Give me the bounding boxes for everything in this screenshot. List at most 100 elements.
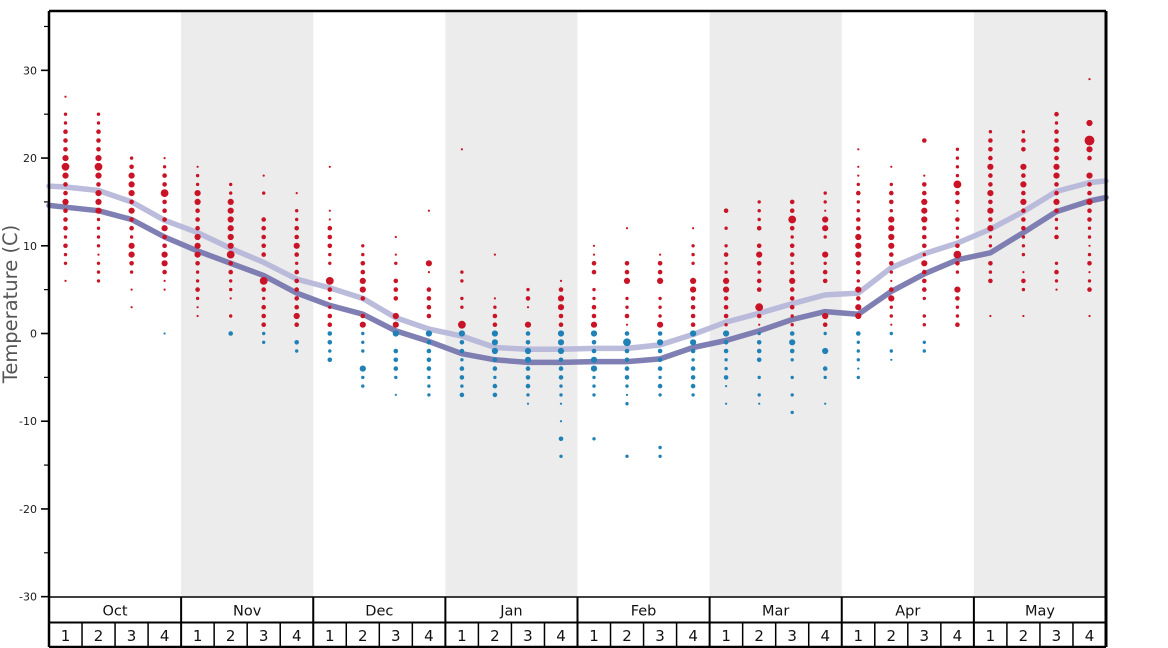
temp-dot-above-freezing <box>790 261 794 265</box>
week-cell-label: 3 <box>523 627 533 645</box>
temp-dot-above-freezing <box>1087 226 1092 230</box>
temp-dot-above-freezing <box>359 321 366 328</box>
temp-dot-above-freezing <box>63 208 68 213</box>
temp-dot-above-freezing <box>889 190 894 196</box>
temp-dot-below-freezing <box>524 356 532 363</box>
temp-dot-above-freezing <box>690 304 696 310</box>
temp-dot-above-freezing <box>659 253 662 256</box>
temp-dot-above-freezing <box>558 322 564 328</box>
temp-dot-below-freezing <box>557 339 565 346</box>
temp-dot-below-freezing <box>724 358 728 362</box>
temp-dot-above-freezing <box>229 314 233 318</box>
temp-dot-below-freezing <box>690 383 696 389</box>
temp-dot-above-freezing <box>692 227 695 230</box>
temp-dot-below-freezing <box>525 375 531 380</box>
temp-dot-above-freezing <box>1021 225 1026 231</box>
temp-dot-above-freezing <box>988 147 993 152</box>
temp-dot-above-freezing <box>63 182 68 187</box>
temp-dot-below-freezing <box>163 332 166 335</box>
temp-dot-below-freezing <box>361 375 365 380</box>
temp-dot-above-freezing <box>426 313 432 319</box>
temp-dot-above-freezing <box>888 225 895 232</box>
temp-dot-above-freezing <box>1087 261 1092 266</box>
month-cell-label: Mar <box>762 604 789 620</box>
y-tick-label: 30 <box>23 64 37 77</box>
temp-dot-above-freezing <box>162 243 167 249</box>
temp-dot-above-freezing <box>889 209 893 213</box>
temp-dot-below-freezing <box>789 339 796 346</box>
week-cell-label: 4 <box>1085 627 1095 645</box>
week-cell-label: 3 <box>127 627 137 645</box>
temp-dot-above-freezing <box>1021 217 1026 222</box>
temp-dot-above-freezing <box>788 215 797 224</box>
temp-dot-below-freezing <box>922 349 926 353</box>
temp-dot-above-freezing <box>95 172 102 179</box>
temp-dot-above-freezing <box>691 252 695 257</box>
temp-dot-above-freezing <box>1054 138 1059 143</box>
temp-dot-above-freezing <box>657 321 664 328</box>
temp-dot-above-freezing <box>129 164 134 170</box>
temp-dot-below-freezing <box>526 393 530 397</box>
temp-dot-above-freezing <box>955 261 960 266</box>
temp-dot-above-freezing <box>888 242 895 249</box>
temp-dot-below-freezing <box>657 383 663 389</box>
temp-dot-above-freezing <box>229 297 232 300</box>
temp-dot-above-freezing <box>857 165 860 168</box>
temp-dot-above-freezing <box>921 260 928 267</box>
temp-dot-below-freezing <box>327 357 333 363</box>
temp-dot-above-freezing <box>62 198 69 205</box>
temp-dot-below-freezing <box>426 357 432 363</box>
temp-dot-above-freezing <box>890 323 893 326</box>
temp-dot-below-freezing <box>592 437 596 441</box>
y-tick-label: 20 <box>23 152 37 165</box>
temp-dot-above-freezing <box>789 199 795 205</box>
temp-dot-above-freezing <box>295 209 299 213</box>
temp-dot-above-freezing <box>856 190 861 196</box>
temp-dot-above-freezing <box>591 261 597 266</box>
temp-dot-above-freezing <box>394 261 398 265</box>
temp-dot-above-freezing <box>293 312 300 320</box>
temp-dot-below-freezing <box>526 402 530 405</box>
temp-dot-below-freezing <box>557 347 565 355</box>
temp-dot-above-freezing <box>623 277 631 284</box>
temp-dot-above-freezing <box>789 269 795 275</box>
temp-dot-above-freezing <box>327 313 333 319</box>
temp-dot-above-freezing <box>229 191 233 195</box>
temp-dot-above-freezing <box>823 191 827 195</box>
temp-dot-above-freezing <box>262 296 266 301</box>
temp-dot-below-freezing <box>624 331 630 336</box>
week-cell-label: 4 <box>556 627 566 645</box>
temp-dot-below-freezing <box>723 330 730 337</box>
temp-dot-above-freezing <box>63 217 68 222</box>
temp-dot-below-freezing <box>790 410 794 415</box>
temp-dot-above-freezing <box>1088 78 1091 81</box>
temp-dot-above-freezing <box>327 322 333 328</box>
temp-dot-below-freezing <box>426 348 432 354</box>
temp-dot-above-freezing <box>327 287 333 292</box>
temp-dot-above-freezing <box>325 277 334 285</box>
temp-dot-below-freezing <box>690 366 696 371</box>
temp-dot-above-freezing <box>161 225 168 232</box>
temp-dot-above-freezing <box>856 269 861 275</box>
temp-dot-above-freezing <box>162 173 167 178</box>
temp-dot-above-freezing <box>226 250 235 259</box>
temp-dot-above-freezing <box>856 261 861 266</box>
temp-dot-above-freezing <box>328 209 331 212</box>
temp-dot-above-freezing <box>426 296 432 301</box>
temp-dot-below-freezing <box>890 358 893 361</box>
temp-dot-above-freezing <box>789 304 795 310</box>
temp-dot-above-freezing <box>95 198 102 205</box>
temp-dot-below-freezing <box>758 402 761 405</box>
temp-dot-above-freezing <box>955 235 960 239</box>
temp-dot-above-freezing <box>921 198 928 205</box>
temp-dot-above-freezing <box>261 243 267 249</box>
temp-dot-above-freezing <box>1021 287 1026 292</box>
temp-dot-above-freezing <box>1088 271 1091 274</box>
temp-dot-below-freezing <box>559 402 563 405</box>
temp-dot-above-freezing <box>1054 217 1059 222</box>
temp-dot-above-freezing <box>94 162 103 171</box>
temp-dot-above-freezing <box>1086 146 1093 153</box>
week-cell-label: 2 <box>1019 627 1029 645</box>
temp-dot-above-freezing <box>988 270 993 274</box>
temp-dot-above-freezing <box>988 155 993 161</box>
